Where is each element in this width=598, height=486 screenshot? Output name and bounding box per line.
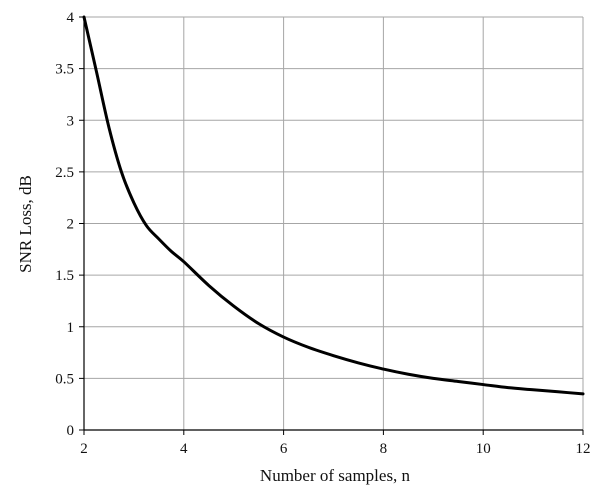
x-tick-label-5: 12 [576,441,591,457]
x-tick-label-1: 4 [180,441,188,457]
x-tick-label-0: 2 [80,441,88,457]
x-tick-label-3: 8 [380,441,388,457]
y-tick-label-3: 1.5 [55,268,74,284]
x-tick-label-2: 6 [280,441,288,457]
tick-labels: 2 4 6 8 10 12 0 0.5 1 1.5 2 2.5 3 3.5 4 [55,10,590,457]
y-tick-label-6: 3 [67,113,75,129]
series-layer [82,15,585,396]
y-tick-label-4: 2 [67,217,75,233]
y-tick-label-5: 2.5 [55,165,74,181]
y-tick-label-8: 4 [67,10,75,26]
y-tick-label-1: 0.5 [55,371,74,387]
series-line-0 [82,15,585,396]
y-tick-label-7: 3.5 [55,62,74,78]
y-tick-label-2: 1 [67,320,75,336]
y-axis-title: SNR Loss, dB [16,175,35,273]
grid-lines [84,16,584,430]
axes [79,16,584,435]
x-tick-label-4: 10 [476,441,491,457]
x-axis-title: Number of samples, n [260,466,411,485]
y-tick-label-0: 0 [67,423,75,439]
